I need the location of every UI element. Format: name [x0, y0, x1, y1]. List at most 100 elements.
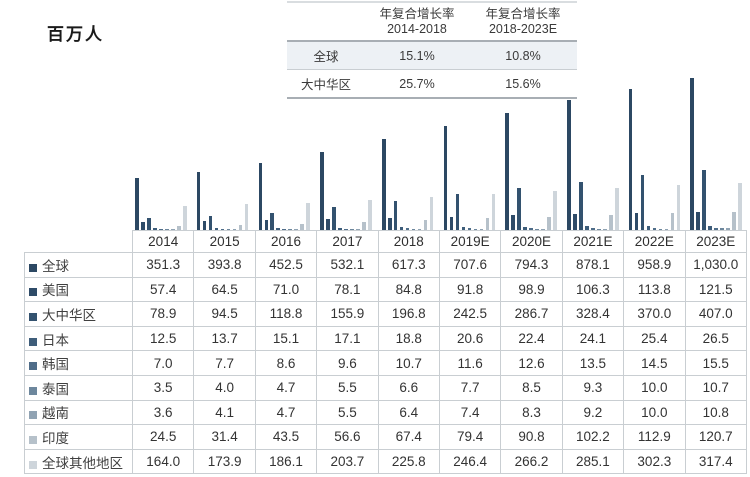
table-row: 韩国 7.0 7.7 8.6 9.6 10.7 11.6 12.6 13.5 14.5 15.5 — [24, 350, 748, 376]
table-cell: 24.1 — [561, 325, 625, 352]
bar — [467, 228, 472, 230]
legend-swatch-icon — [29, 288, 37, 297]
table-cell: 302.3 — [623, 448, 686, 475]
cagr-header-row: 年复合增长率 2014-2018 年复合增长率 2018-2023E — [287, 3, 577, 42]
bar — [393, 201, 398, 230]
bar — [405, 228, 410, 230]
bar — [429, 196, 434, 230]
bar — [511, 215, 515, 230]
cagr-row: 全球 15.1% 10.8% — [287, 42, 577, 70]
table-cell: 14.5 — [623, 350, 686, 376]
bar — [696, 212, 701, 230]
table-row: 大中华区 78.9 94.5 118.8 155.9 196.8 242.5 286.7 328… — [24, 301, 748, 327]
legend-swatch-icon — [29, 386, 37, 395]
bar — [455, 194, 460, 230]
bar — [491, 193, 496, 230]
bar-group-2019E — [439, 78, 501, 230]
table-cell: 196.8 — [377, 301, 440, 327]
year-header: 2019E — [438, 230, 502, 253]
table-cell: 113.8 — [623, 276, 686, 303]
bar — [541, 228, 545, 230]
table-row: 日本 12.5 13.7 15.1 17.1 18.8 20.6 22.4 24.1 25.4 26… — [24, 325, 748, 352]
bar — [473, 228, 478, 230]
legend-swatch-icon — [29, 263, 37, 272]
table-cell: 4.0 — [193, 374, 256, 401]
legend-swatch-icon — [29, 312, 37, 321]
table-cell: 328.4 — [561, 301, 625, 327]
table-cell: 98.9 — [500, 276, 563, 303]
bar — [608, 214, 613, 230]
legend-swatch-icon — [29, 337, 37, 346]
table-cell: 11.6 — [438, 350, 502, 376]
bar — [443, 125, 448, 230]
table-cell: 67.4 — [377, 424, 440, 450]
bar — [387, 217, 392, 230]
table-cell: 112.9 — [623, 424, 686, 450]
year-header: 2015 — [193, 230, 256, 253]
cagr-header-2014-2018: 年复合增长率 2014-2018 — [379, 7, 455, 36]
bar — [326, 218, 330, 230]
bar — [202, 220, 207, 230]
table-cell: 10.0 — [623, 399, 686, 426]
table-cell: 6.6 — [377, 374, 440, 401]
bar — [640, 175, 645, 230]
table-cell: 20.6 — [438, 325, 502, 352]
bar — [614, 187, 619, 230]
bar — [461, 227, 466, 230]
table-cell: 12.6 — [500, 350, 563, 376]
table-cell: 22.4 — [500, 325, 563, 352]
table-cell: 18.8 — [377, 325, 440, 352]
bar — [652, 227, 657, 230]
table-cell: 25.4 — [623, 325, 686, 352]
bar-group-2014 — [130, 78, 192, 230]
bar — [676, 185, 681, 230]
bar-group-2018 — [377, 78, 439, 230]
bar — [306, 202, 310, 230]
bar — [584, 226, 589, 230]
bar — [567, 100, 571, 230]
bar-group-2021E — [562, 78, 624, 230]
bar — [738, 183, 742, 230]
bar — [547, 216, 551, 230]
bar — [300, 223, 304, 230]
table-cell: 15.5 — [684, 350, 748, 376]
bar — [517, 187, 521, 230]
table-cell: 121.5 — [684, 276, 748, 303]
legend-swatch-icon — [29, 460, 37, 469]
bar-group-2015 — [192, 78, 254, 230]
table-cell: 351.3 — [131, 252, 195, 278]
bar — [664, 228, 669, 230]
bar — [726, 228, 730, 230]
bar — [276, 227, 281, 230]
bar — [702, 169, 706, 230]
row-label: 日本 — [24, 325, 133, 352]
bar — [411, 229, 416, 230]
table-cell: 164.0 — [131, 448, 195, 475]
bar — [208, 216, 213, 230]
table-corner-cell — [24, 230, 133, 253]
table-cell: 286.7 — [500, 301, 563, 327]
legend-swatch-icon — [29, 411, 37, 420]
bar — [288, 229, 293, 230]
row-label: 全球其他地区 — [24, 448, 133, 475]
year-header: 2021E — [561, 230, 625, 253]
cagr-row-label: 全球 — [313, 50, 339, 64]
bar — [338, 227, 342, 230]
table-cell: 24.5 — [131, 424, 195, 450]
table-cell: 225.8 — [377, 448, 440, 475]
table-cell: 64.5 — [193, 276, 256, 303]
bar — [141, 221, 145, 230]
bar — [135, 178, 139, 230]
bar — [258, 163, 263, 230]
table-cell: 78.1 — [316, 276, 379, 303]
bar — [350, 229, 354, 230]
table-cell: 90.8 — [500, 424, 563, 450]
table-cell: 242.5 — [438, 301, 502, 327]
bar — [708, 226, 712, 230]
table-cell: 617.3 — [377, 252, 440, 278]
row-label: 越南 — [24, 399, 133, 426]
table-cell: 4.1 — [193, 399, 256, 426]
table-cell: 120.7 — [684, 424, 748, 450]
data-table: 2014 2015 2016 2017 2018 2019E 2020E 2021E 2022E… — [24, 230, 748, 475]
